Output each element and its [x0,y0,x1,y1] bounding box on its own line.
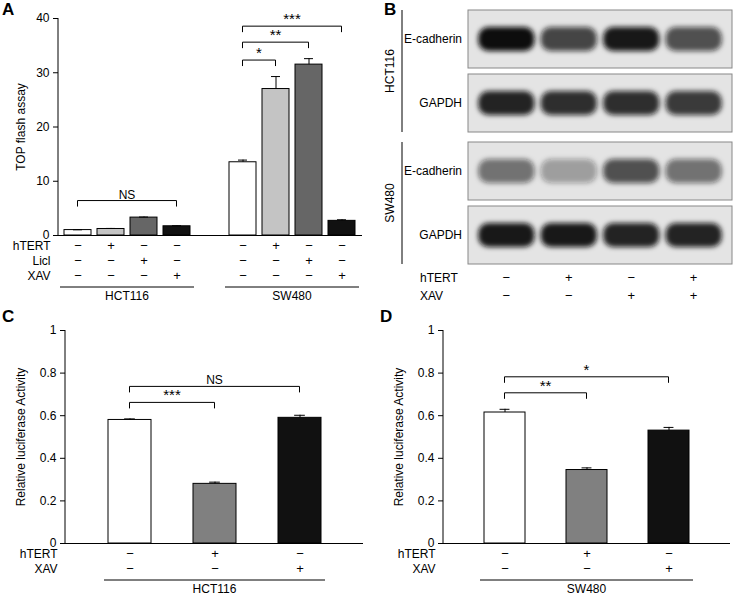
svg-text:−: − [272,268,280,283]
svg-text:0.8: 0.8 [418,366,435,380]
html-text:B: B [384,0,397,19]
svg-text:hTERT: hTERT [13,239,51,253]
svg-text:0.4: 0.4 [40,451,57,465]
svg-text:*: * [256,44,262,61]
svg-text:−: − [74,238,82,253]
svg-text:−: − [239,238,247,253]
svg-text:10: 10 [36,174,50,188]
svg-text:1: 1 [428,323,435,337]
svg-text:TOP flash assay: TOP flash assay [14,83,28,171]
svg-text:40: 40 [36,11,50,25]
svg-text:−: − [627,270,635,285]
html-text:C: C [2,307,15,326]
svg-text:Relative luciferase Activity: Relative luciferase Activity [14,368,28,507]
svg-text:0.2: 0.2 [40,494,57,508]
svg-text:*: * [584,361,590,378]
svg-text:SW480: SW480 [567,582,607,596]
svg-text:XAV: XAV [412,562,435,576]
svg-text:0: 0 [42,228,50,243]
svg-text:HCT116: HCT116 [105,289,149,303]
svg-text:+: + [665,561,673,576]
svg-text:**: ** [270,26,282,43]
svg-text:20: 20 [36,120,50,134]
svg-text:−: − [211,561,219,576]
svg-text:−: − [140,268,148,283]
svg-text:−: − [140,238,148,253]
svg-text:GAPDH: GAPDH [419,96,462,110]
svg-text:0.6: 0.6 [418,409,435,423]
svg-text:−: − [126,561,134,576]
svg-text:−: − [107,268,115,283]
svg-text:−: − [305,238,313,253]
svg-text:−: − [503,288,511,303]
svg-text:+: + [173,268,181,283]
svg-text:+: + [107,238,115,253]
svg-text:−: − [74,253,82,268]
svg-text:0.6: 0.6 [40,409,57,423]
svg-text:−: − [272,253,280,268]
svg-text:XAV: XAV [420,289,443,303]
svg-text:**: ** [540,377,552,394]
svg-text:hTERT: hTERT [20,547,58,561]
svg-text:0.8: 0.8 [40,366,57,380]
svg-text:−: − [239,268,247,283]
svg-text:HCT116: HCT116 [193,582,237,596]
svg-text:XAV: XAV [34,562,57,576]
svg-text:+: + [140,253,148,268]
svg-text:+: + [338,268,346,283]
svg-text:−: − [239,253,247,268]
svg-text:−: − [501,546,509,561]
svg-text:−: − [74,268,82,283]
svg-text:NS: NS [119,188,136,202]
svg-text:0.2: 0.2 [418,494,435,508]
svg-text:−: − [503,270,511,285]
svg-text:−: − [305,268,313,283]
svg-text:−: − [501,561,509,576]
svg-text:E-cadherin: E-cadherin [404,164,462,178]
svg-text:SW480: SW480 [383,183,397,223]
svg-text:−: − [565,288,573,303]
svg-text:Relative luciferase Activity: Relative luciferase Activity [392,368,406,507]
svg-text:XAV: XAV [27,269,50,283]
svg-text:Licl: Licl [32,254,50,268]
svg-text:***: *** [163,386,181,403]
svg-text:−: − [173,238,181,253]
svg-text:30: 30 [36,66,50,80]
svg-text:+: + [565,270,573,285]
svg-text:GAPDH: GAPDH [419,228,462,242]
svg-text:0: 0 [427,536,435,551]
svg-text:E-cadherin: E-cadherin [404,32,462,46]
svg-text:−: − [665,546,673,561]
svg-text:hTERT: hTERT [420,271,458,285]
svg-text:SW480: SW480 [272,289,312,303]
svg-text:HCT116: HCT116 [383,49,397,93]
svg-text:−: − [583,561,591,576]
html-text:A: A [2,0,15,19]
svg-text:−: − [338,238,346,253]
svg-text:−: − [126,546,134,561]
svg-text:0: 0 [49,536,57,551]
svg-text:hTERT: hTERT [398,547,436,561]
svg-text:NS: NS [206,373,223,387]
svg-text:1: 1 [50,323,57,337]
svg-text:+: + [296,561,304,576]
svg-text:+: + [690,288,698,303]
svg-text:−: − [173,253,181,268]
html-text:D: D [380,307,393,326]
svg-text:−: − [296,546,304,561]
svg-text:+: + [690,270,698,285]
svg-text:+: + [583,546,591,561]
svg-text:0.4: 0.4 [418,451,435,465]
svg-text:−: − [338,253,346,268]
svg-text:+: + [305,253,313,268]
svg-text:***: *** [283,10,301,27]
svg-text:+: + [211,546,219,561]
svg-text:+: + [272,238,280,253]
svg-text:−: − [107,253,115,268]
svg-text:+: + [627,288,635,303]
